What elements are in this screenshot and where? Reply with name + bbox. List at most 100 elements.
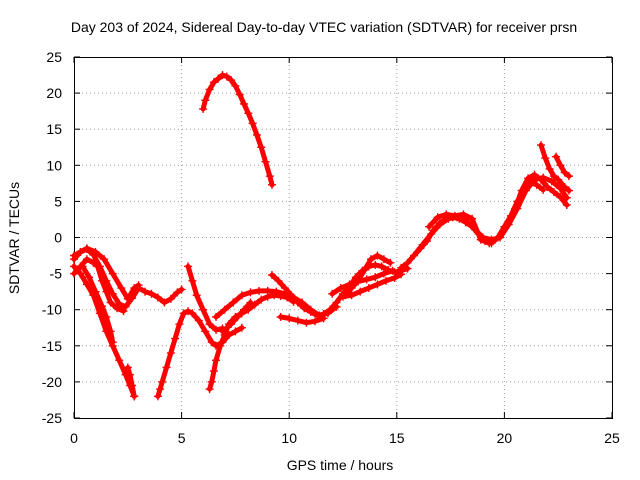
data-point-marker <box>212 356 221 365</box>
data-point-marker <box>156 385 165 394</box>
data-point-marker <box>364 284 373 293</box>
data-point-marker <box>162 363 171 372</box>
y-tick-label: -5 <box>50 266 63 282</box>
data-point-marker <box>209 78 218 87</box>
data-point-marker <box>287 291 296 300</box>
data-point-marker <box>205 85 214 94</box>
data-point-marker <box>235 90 244 99</box>
data-point-marker <box>212 325 221 334</box>
x-tick-label: 0 <box>70 430 78 446</box>
data-point-marker <box>336 284 345 293</box>
data-point-marker <box>257 295 266 304</box>
data-point-marker <box>95 309 104 318</box>
x-tick-labels: 0 5 10 15 20 25 <box>70 430 620 446</box>
data-point-marker <box>427 229 436 238</box>
series-trace-16 <box>339 270 406 301</box>
data-point-marker <box>97 276 106 285</box>
data-point-marker <box>425 222 434 231</box>
data-point-marker <box>201 96 210 105</box>
data-point-marker <box>388 266 397 275</box>
data-point-marker <box>543 182 552 191</box>
data-point-marker <box>89 291 98 300</box>
data-point-marker <box>188 276 197 285</box>
data-point-marker <box>248 119 257 128</box>
series-line <box>71 256 126 314</box>
data-point-marker <box>147 289 156 298</box>
data-point-marker <box>184 262 193 271</box>
series-line <box>269 262 411 318</box>
data-point-marker <box>547 177 556 186</box>
data-point-marker <box>192 291 201 300</box>
data-point-marker <box>285 314 294 323</box>
chart-title: Day 203 of 2024, Sidereal Day-to-day VTE… <box>71 19 577 35</box>
data-point-marker <box>222 72 231 81</box>
data-point-marker <box>205 385 214 394</box>
data-point-marker <box>397 263 406 272</box>
data-point-marker <box>347 284 356 293</box>
data-point-marker <box>371 273 380 282</box>
data-point-marker <box>115 356 124 365</box>
data-point-marker <box>560 182 569 191</box>
x-axis-label: GPS time / hours <box>287 457 394 473</box>
data-point-marker <box>261 157 270 166</box>
y-tick-label: 10 <box>46 157 62 173</box>
data-point-marker <box>302 318 311 327</box>
data-point-marker <box>108 341 117 350</box>
data-point-marker <box>209 367 218 376</box>
data-point-marker <box>556 161 565 170</box>
data-point-marker <box>552 152 561 161</box>
data-point-marker <box>435 220 444 229</box>
data-point-marker <box>433 213 442 222</box>
data-point-marker <box>293 316 302 325</box>
data-point-marker <box>536 175 545 184</box>
data-point-marker <box>255 286 264 295</box>
data-point-marker <box>504 220 513 229</box>
data-point-marker <box>276 312 285 321</box>
series-layer <box>70 71 573 401</box>
data-point-marker <box>85 273 94 282</box>
grid-layer <box>74 57 612 418</box>
series-trace-19 <box>425 210 494 248</box>
series-line <box>200 72 275 188</box>
data-point-marker <box>130 392 139 401</box>
data-point-marker <box>166 294 175 303</box>
data-point-marker <box>184 307 193 316</box>
data-point-marker <box>158 377 167 386</box>
series-trace-5 <box>70 262 139 401</box>
data-point-marker <box>108 269 117 278</box>
data-point-marker <box>233 312 242 321</box>
series-trace-15 <box>341 251 395 300</box>
data-point-marker <box>360 265 369 274</box>
data-point-marker <box>70 262 78 271</box>
data-point-marker <box>564 172 573 181</box>
data-point-marker <box>476 235 485 244</box>
plot-frame <box>74 57 613 419</box>
series-trace-8 <box>184 262 227 334</box>
series-trace-11 <box>218 298 255 336</box>
data-point-marker <box>511 204 520 213</box>
data-point-marker <box>220 305 229 314</box>
data-point-marker <box>306 307 315 316</box>
data-point-marker <box>113 304 122 313</box>
data-point-marker <box>554 175 563 184</box>
data-point-marker <box>328 289 337 298</box>
data-point-marker <box>379 255 388 264</box>
y-tick-label: -10 <box>42 302 62 318</box>
data-point-marker <box>207 377 216 386</box>
data-point-marker <box>468 214 477 223</box>
series-line <box>185 263 225 333</box>
data-point-marker <box>403 258 412 267</box>
data-point-marker <box>78 262 87 271</box>
series-trace-9 <box>205 291 298 394</box>
series-trace-20 <box>511 170 571 213</box>
data-point-marker <box>82 244 91 253</box>
data-point-marker <box>231 327 240 336</box>
series-line <box>553 154 572 179</box>
y-tick-label: 0 <box>54 230 62 246</box>
series-trace-23 <box>199 71 276 189</box>
data-point-marker <box>371 260 380 269</box>
data-point-marker <box>347 291 356 300</box>
x-tick-label: 25 <box>604 430 620 446</box>
data-point-marker <box>410 251 419 260</box>
y-tick-label: 20 <box>46 85 62 101</box>
